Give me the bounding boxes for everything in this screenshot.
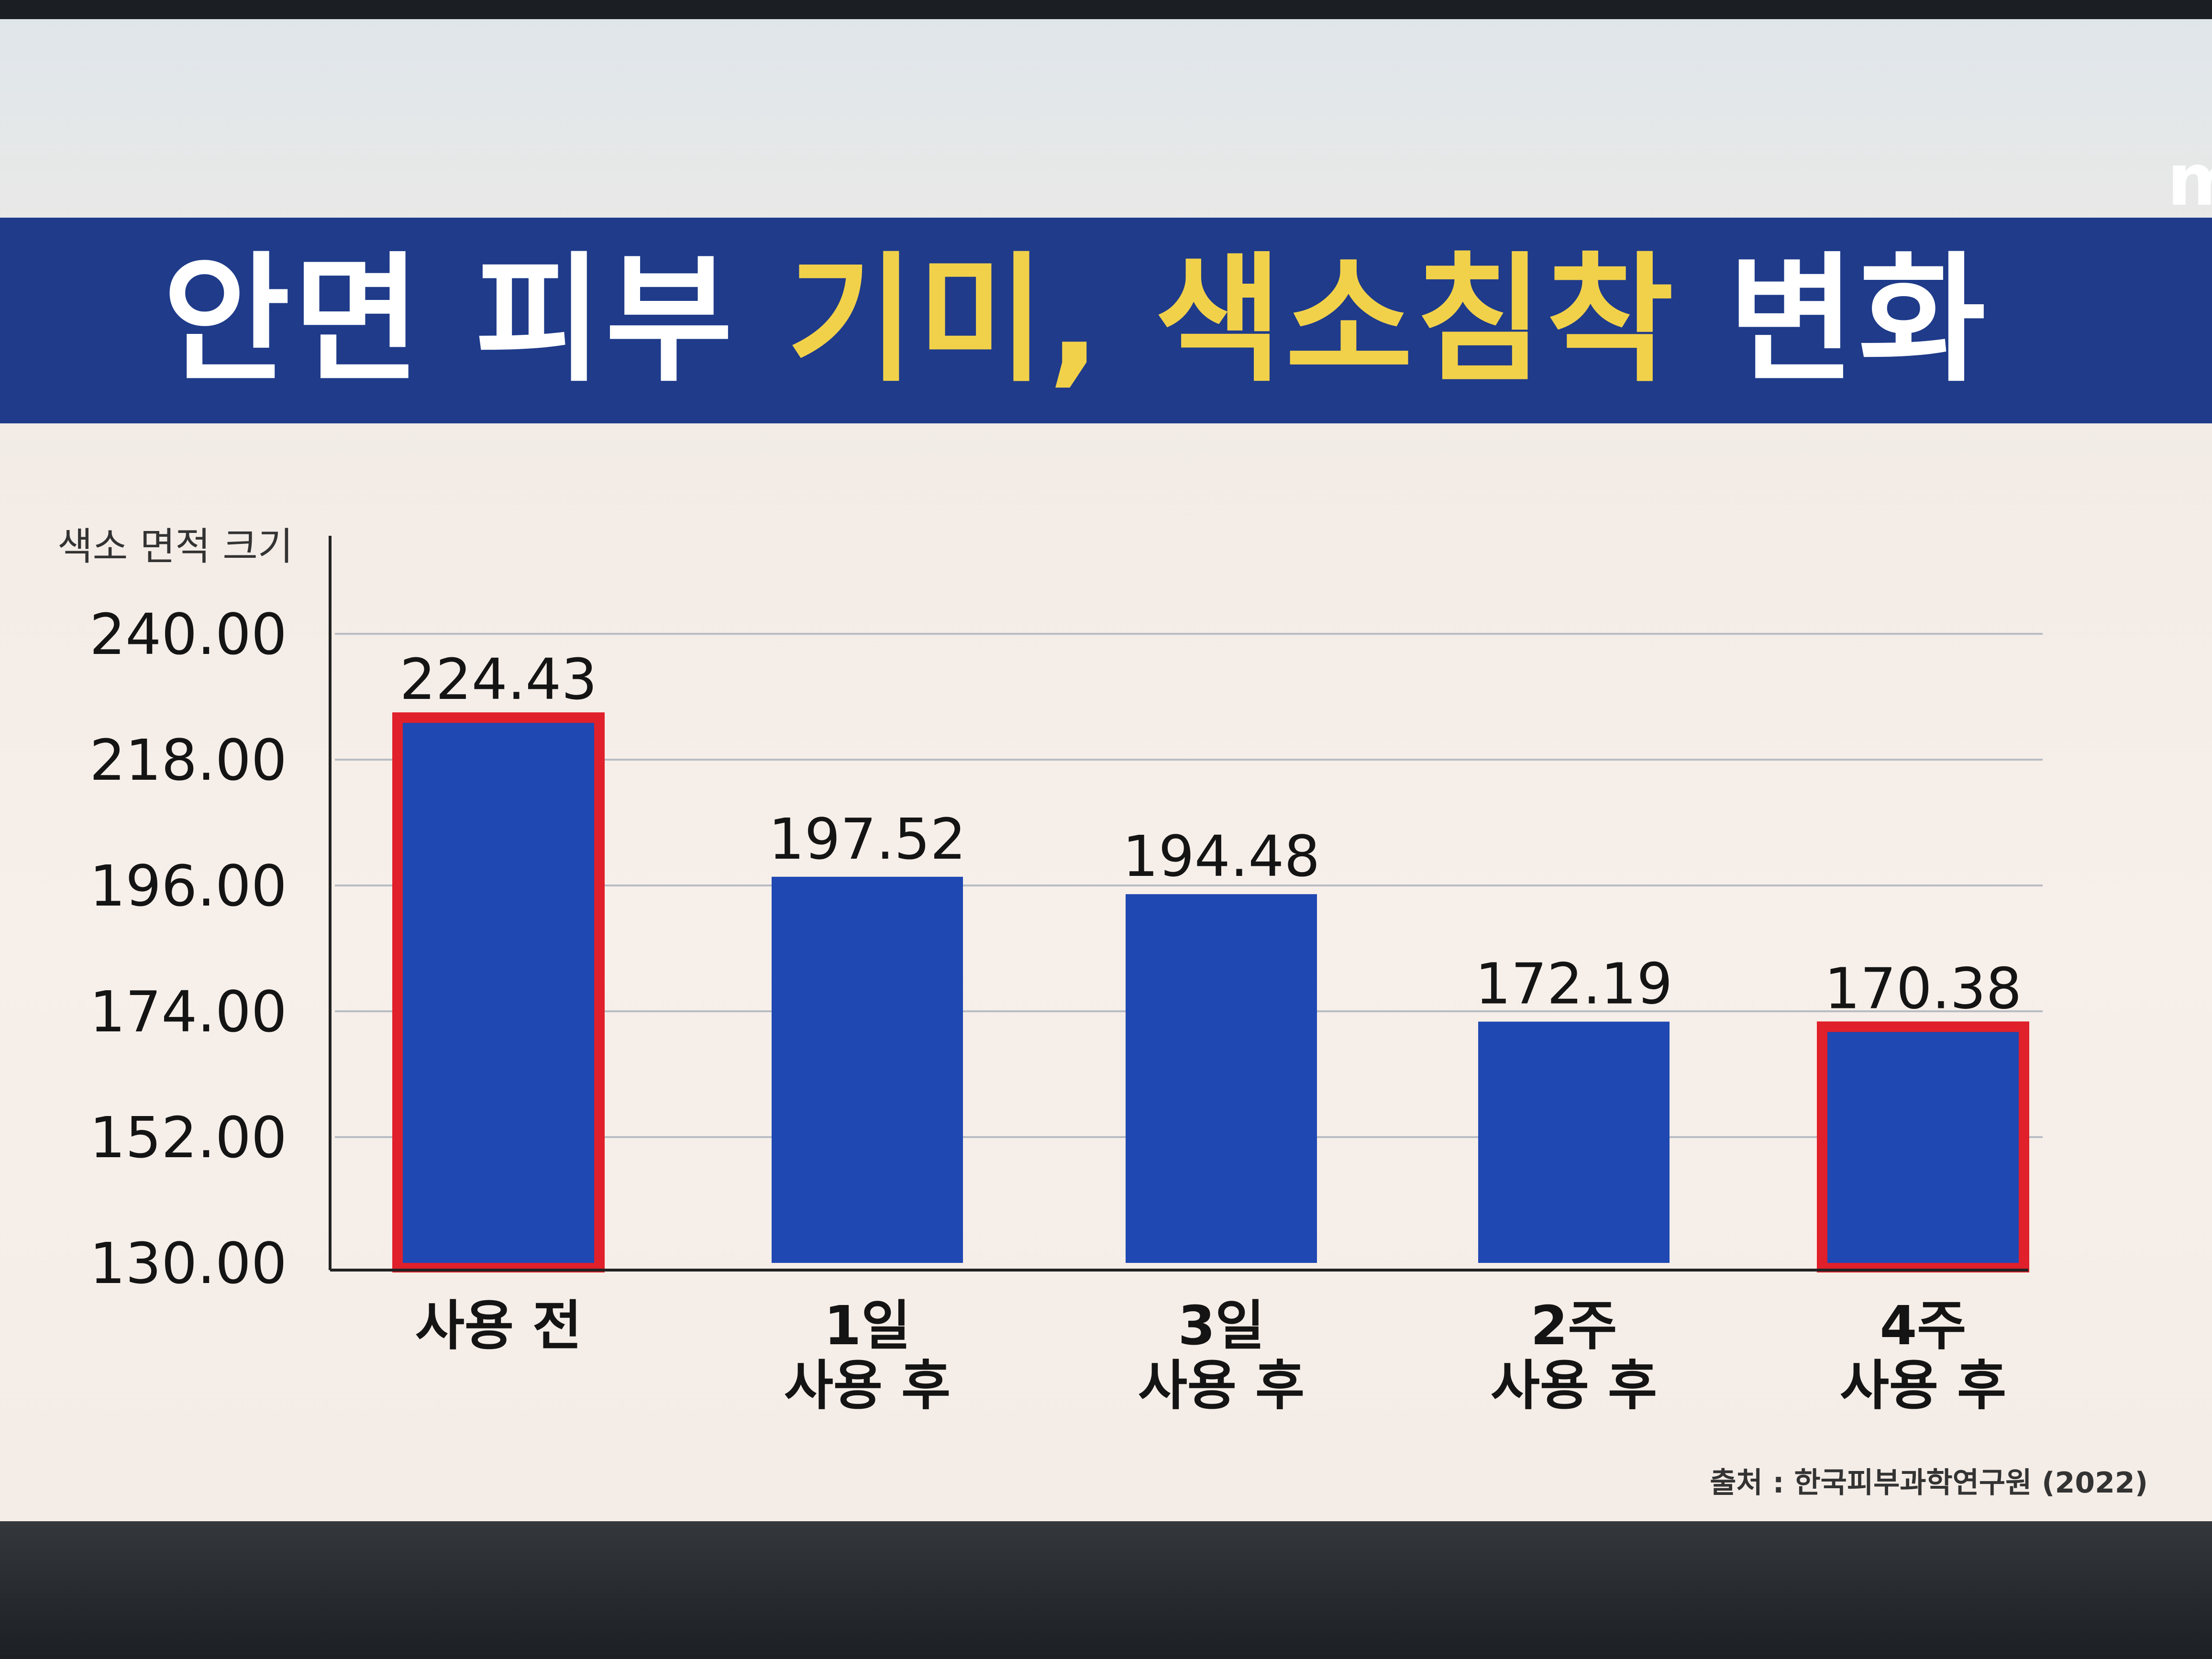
y-tick-label: 218.00 [89, 727, 287, 793]
data-label: 224.43 [400, 646, 597, 712]
data-label: 172.19 [1475, 951, 1673, 1017]
x-tick-label: 사용 후 [1491, 1355, 1657, 1417]
x-tick-label: 4주 [1880, 1295, 1967, 1357]
data-label: 170.38 [1825, 955, 2022, 1021]
y-tick-label: 130.00 [89, 1230, 287, 1296]
tv-bezel [0, 1521, 2212, 1659]
y-tick-label: 196.00 [89, 853, 287, 919]
source-note: 출처 : 한국피부과학연구원 (2022) [1710, 1466, 2148, 1500]
bar [1126, 894, 1317, 1263]
y-tick-label: 152.00 [89, 1105, 287, 1171]
x-tick-label: 2주 [1531, 1295, 1617, 1357]
y-tick-label: 174.00 [89, 979, 287, 1045]
x-tick-label: 사용 후 [784, 1355, 951, 1417]
title-part-end: 변화 [1728, 240, 1989, 401]
data-label: 194.48 [1123, 823, 1320, 889]
y-axis-label: 색소 면적 크기 [57, 524, 293, 569]
x-tick-label: 3일 [1178, 1295, 1265, 1357]
x-tick-label: 사용 전 [415, 1295, 582, 1357]
title-part-yellow: 기미, 색소침착 [787, 240, 1728, 401]
x-tick-label: 사용 후 [1840, 1355, 2006, 1417]
x-tick-label: 1일 [824, 1295, 911, 1357]
title-part-white: 안면 피부 [163, 240, 787, 401]
bars: 224.43 197.52 194.48 172.19 170.38 [392, 646, 2029, 1272]
bar [1827, 1032, 2019, 1263]
chart-title: 안면 피부 기미, 색소침착 변화 [163, 218, 1989, 423]
bar [1478, 1021, 1670, 1263]
bar [403, 723, 594, 1263]
y-tick-label: 240.00 [89, 601, 287, 667]
x-tick-label: 사용 후 [1138, 1355, 1305, 1417]
title-band: 안면 피부 기미, 색소침착 변화 [0, 218, 2212, 423]
broadcaster-logo: m [2167, 139, 2212, 222]
bar [772, 876, 963, 1263]
data-label: 197.52 [769, 806, 966, 872]
y-ticks: 130.00 152.00 174.00 196.00 218.00 240.00 [89, 601, 287, 1296]
